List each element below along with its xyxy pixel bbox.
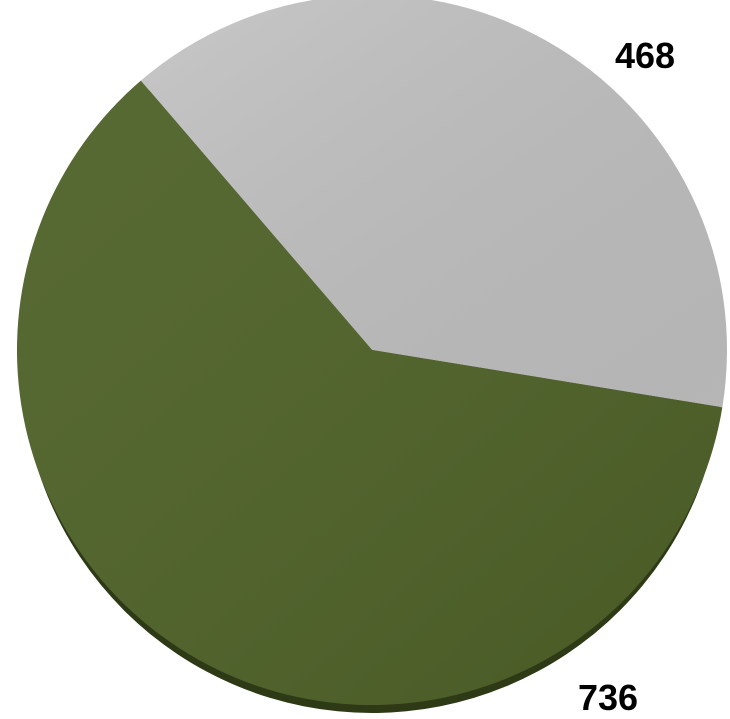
data-label: 736 — [578, 677, 638, 718]
pie-slice-shading — [140, 0, 727, 408]
data-label: 468 — [615, 35, 675, 76]
pie-data-labels: 468 736 — [578, 35, 675, 718]
pie-slices — [16, 0, 727, 706]
pie-slice-shading — [16, 80, 723, 706]
